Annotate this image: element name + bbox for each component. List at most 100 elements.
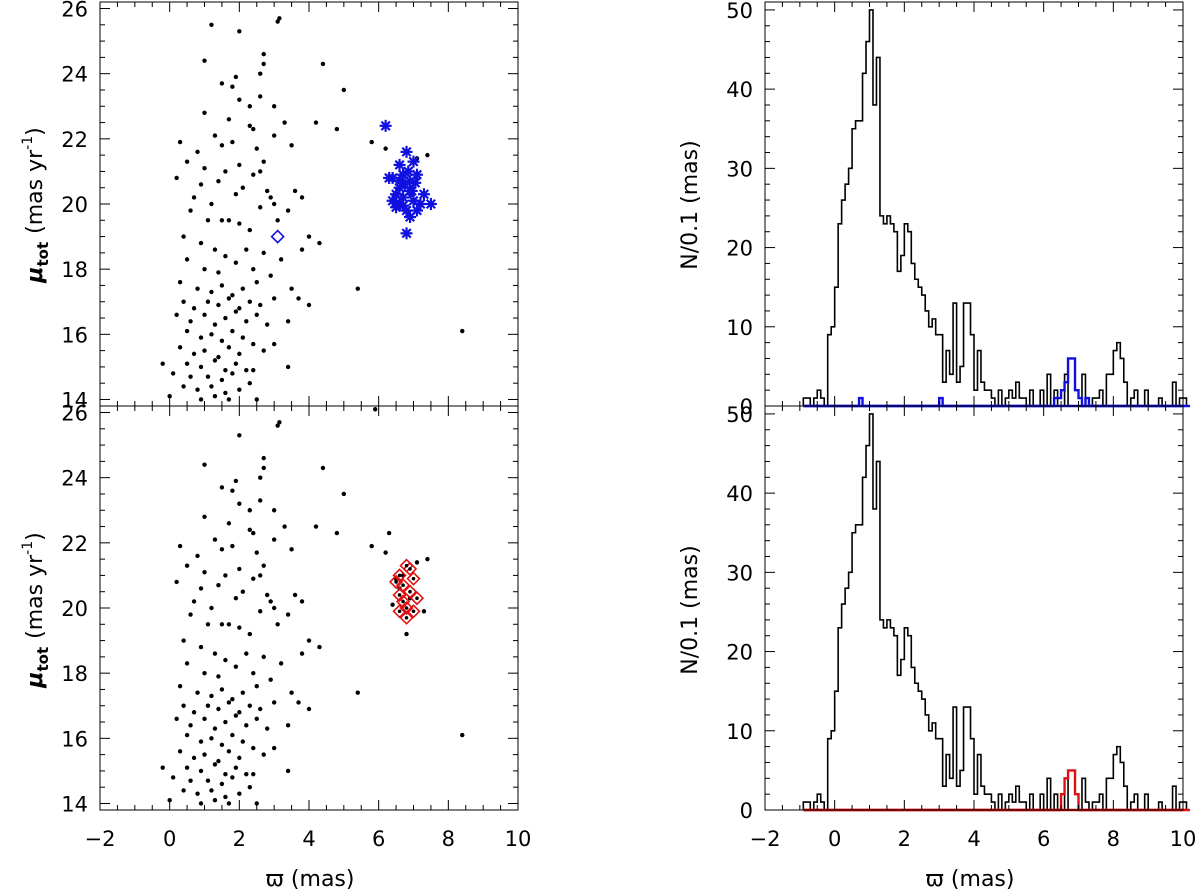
x-tick-label: 6 [372, 827, 385, 851]
data-point [285, 364, 291, 370]
data-point [219, 687, 225, 692]
scatter-top-ylabel: μtot (mas yr-1) [20, 127, 52, 283]
x-tick-label: 8 [1107, 827, 1120, 851]
data-point [268, 599, 273, 604]
data-point [205, 374, 211, 379]
x-tick-label: 4 [967, 827, 980, 851]
data-point [244, 367, 249, 373]
y-tick-label: 20 [61, 193, 88, 217]
data-point [219, 377, 225, 383]
data-point [233, 596, 239, 601]
data-point [254, 716, 259, 721]
ylabel-subscript: tot [34, 647, 52, 672]
data-point [254, 279, 259, 285]
member-asterisk [407, 155, 420, 168]
y-tick-label: 22 [61, 532, 88, 556]
member-diamond [399, 610, 414, 625]
x-tick-label: 2 [233, 827, 246, 851]
data-point [195, 149, 200, 155]
data-point [251, 530, 256, 536]
data-point [223, 573, 228, 578]
data-point [237, 387, 242, 392]
data-point [240, 335, 246, 340]
member-diamond [388, 574, 404, 590]
data-point [268, 273, 273, 278]
data-point [292, 592, 298, 598]
data-point [209, 693, 214, 699]
data-point [261, 348, 266, 353]
ylabel-units: (mas yr [23, 554, 48, 639]
member-asterisk [402, 165, 415, 178]
data-point [251, 126, 256, 132]
y-tick-label: 30 [726, 157, 753, 181]
data-point [275, 218, 280, 223]
y-tick-label: 20 [61, 597, 88, 621]
data-point [404, 615, 409, 620]
data-point [460, 328, 465, 334]
data-point [230, 775, 235, 780]
data-point [244, 723, 249, 728]
data-point [251, 576, 256, 581]
data-point [275, 19, 280, 24]
data-point [317, 240, 322, 246]
member-asterisk [414, 198, 427, 210]
data-point [237, 97, 242, 102]
data-point [258, 498, 263, 503]
data-point [195, 553, 200, 559]
data-point [202, 165, 207, 171]
x-tick-label: 0 [828, 827, 841, 851]
data-point [198, 240, 204, 246]
data-point [230, 328, 235, 334]
data-point [233, 361, 239, 366]
member-diamond [406, 571, 421, 586]
data-point [223, 169, 228, 174]
data-point [341, 491, 347, 497]
data-point [254, 312, 259, 317]
data-point [285, 208, 291, 213]
y-tick-label: 22 [61, 128, 88, 152]
hist-bottom-ylabel: N/0.1 (mas) [678, 545, 703, 674]
data-point [254, 146, 259, 151]
data-point [216, 706, 221, 712]
data-point [383, 550, 388, 555]
y-tick-label: 16 [61, 727, 88, 751]
data-point [191, 599, 197, 604]
data-point [205, 703, 211, 708]
data-point [205, 218, 211, 223]
data-point [209, 22, 214, 28]
data-point [299, 195, 305, 200]
data-point [230, 139, 235, 145]
data-point [188, 612, 193, 617]
data-point [202, 569, 207, 575]
data-point [394, 580, 398, 584]
data-point [216, 674, 221, 679]
data-point [258, 573, 263, 578]
data-point [383, 146, 388, 151]
data-point [230, 488, 235, 493]
data-point [247, 299, 252, 304]
data-point [285, 319, 291, 324]
data-point [373, 0, 377, 1]
data-point [299, 247, 305, 252]
data-point [209, 788, 214, 793]
data-point [397, 609, 402, 614]
data-point [285, 612, 291, 617]
member-diamond [409, 591, 425, 606]
data-point [174, 716, 179, 721]
ylabel-exp: -1 [20, 541, 36, 555]
data-point [306, 706, 312, 712]
data-point [289, 690, 294, 695]
data-point [219, 781, 225, 787]
x-tick-label: 6 [1037, 827, 1050, 851]
data-point [219, 283, 225, 288]
data-point [212, 133, 218, 138]
data-point [212, 726, 218, 731]
data-point [223, 657, 228, 663]
data-point [421, 609, 427, 614]
member-asterisk [417, 188, 430, 201]
y-tick-label: 50 [726, 0, 753, 23]
y-tick-label: 14 [61, 792, 88, 816]
svg-text:μtot(mas yr-1): μtot (mas yr-1) [20, 127, 52, 283]
data-point [191, 755, 197, 761]
data-point [219, 485, 225, 490]
